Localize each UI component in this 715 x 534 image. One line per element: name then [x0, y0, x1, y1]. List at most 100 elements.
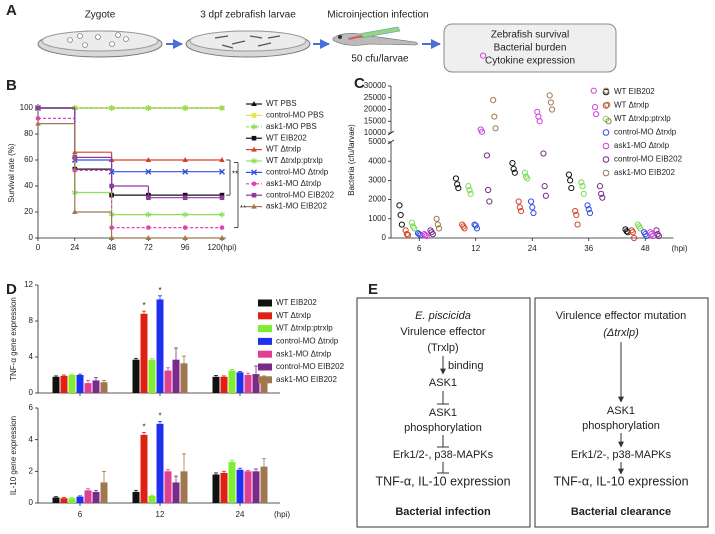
cfu-point [596, 183, 604, 190]
effector: Virulence effector mutation [556, 310, 686, 322]
cfu-point [605, 118, 612, 125]
x-tick-label: 120(hpi) [207, 243, 237, 252]
legend-label: WT EIB202 [266, 133, 307, 142]
outcome-label: Bacterial burden [494, 43, 567, 54]
y-tick-label: 80 [24, 129, 33, 138]
x-tick-label: 24 [528, 244, 537, 253]
cfu-point [517, 208, 525, 215]
survival-point [145, 211, 152, 218]
survival-point [35, 116, 41, 121]
step-label: 3 dpf zebrafish larvae [200, 10, 296, 21]
legend-label: WT Δtrxlp [614, 101, 650, 110]
significance: ** [240, 204, 246, 213]
survival-point [182, 195, 188, 200]
outcome-box [443, 23, 617, 73]
cfu-point [524, 175, 531, 182]
cfu-point [461, 225, 468, 232]
x-unit-label: (hpi) [671, 244, 687, 253]
legend-swatch [258, 325, 272, 333]
kinase-state: phosphorylation [582, 420, 660, 432]
diagram-box [356, 297, 531, 528]
significance: ** [232, 170, 238, 179]
cfu-point [629, 229, 636, 236]
cfu-point [465, 183, 472, 190]
dose-label: 50 cfu/larvae [351, 54, 409, 65]
bar [172, 359, 180, 393]
cfu-point [411, 225, 418, 232]
x-tick-label: 72 [144, 243, 153, 252]
y-tick-label: 0 [382, 233, 387, 242]
legend-marker [251, 113, 257, 118]
legend-marker [251, 203, 257, 209]
cfu-point [466, 186, 473, 194]
cfu-point [473, 225, 481, 232]
bar [220, 376, 228, 393]
survival-point [182, 235, 188, 240]
cfu-point [655, 232, 662, 240]
cfu-point [574, 221, 581, 228]
x-tick-label: 24 [236, 510, 245, 519]
legend-label: control-MO EIB202 [266, 190, 335, 199]
dish-inner [189, 30, 307, 52]
survival-point [182, 225, 188, 230]
legend-marker [602, 129, 610, 136]
legend-label: WT Δtrxlp:ptrxlp [266, 156, 323, 165]
effector-name: (Trxlp) [427, 342, 458, 354]
bar [220, 472, 228, 503]
cfu-point [586, 209, 594, 217]
needle-tip [348, 35, 363, 40]
cfu-point [480, 52, 487, 59]
survival-point [145, 235, 152, 240]
y-tick-label: 15000 [364, 116, 387, 125]
bar [132, 491, 140, 503]
kinase-state: ASK1 [607, 405, 635, 417]
y-tick-label: 4000 [368, 156, 386, 165]
legend-label: ask1-MO Δtrxlp [266, 179, 322, 188]
x-unit-label: (hpi) [274, 510, 290, 519]
effector: Virulence effector [400, 326, 486, 338]
cytokines: TNF-α, IL-10 expression [553, 474, 688, 488]
cfu-point [598, 190, 605, 197]
bar [52, 376, 60, 393]
cfu-point [604, 101, 611, 108]
bar [252, 374, 260, 393]
survival-point [108, 105, 115, 111]
panel-label: A [6, 2, 17, 19]
cfu-point [403, 231, 410, 238]
panel-label: B [6, 77, 17, 94]
x-tick-label: 48 [641, 244, 650, 253]
x-tick-label: 48 [107, 243, 116, 252]
panel-label: D [6, 281, 17, 298]
survival-point [145, 168, 152, 175]
legend-swatch [258, 376, 272, 384]
legend-label: control-MO EIB202 [276, 362, 345, 371]
mechanism-diagram: E. piscicida Virulence effector (Trxlp) … [356, 297, 709, 528]
legend-marker [602, 156, 610, 163]
y-axis-label: Survival rate (%) [7, 143, 16, 202]
x-tick-label: 36 [584, 244, 593, 253]
x-tick-label: 24 [70, 243, 79, 252]
cfu-point [483, 152, 491, 159]
bar [252, 471, 260, 503]
cfu-point [572, 208, 579, 215]
legend-marker [251, 123, 257, 130]
bar [260, 466, 268, 503]
legend-label: ask1-MO EIB202 [614, 168, 675, 177]
bar [60, 498, 68, 503]
bar [100, 482, 108, 503]
y-tick-label: 0 [29, 498, 34, 507]
cfu-point [454, 181, 461, 188]
significance: * [142, 423, 145, 432]
cfu-point [593, 111, 600, 118]
cfu-point [630, 234, 638, 242]
y-tick-label: 2 [29, 466, 34, 475]
cfu-point [584, 202, 591, 209]
cfu-point [491, 113, 498, 120]
x-tick-label: 0 [36, 243, 41, 252]
survival-point [145, 157, 152, 162]
y-axis-label: TNF-α gene expression [9, 297, 18, 381]
y-tick-label: 2000 [368, 195, 386, 204]
panel-label: E [368, 281, 378, 298]
cfu-point [486, 198, 493, 205]
cfu-point [547, 99, 554, 106]
